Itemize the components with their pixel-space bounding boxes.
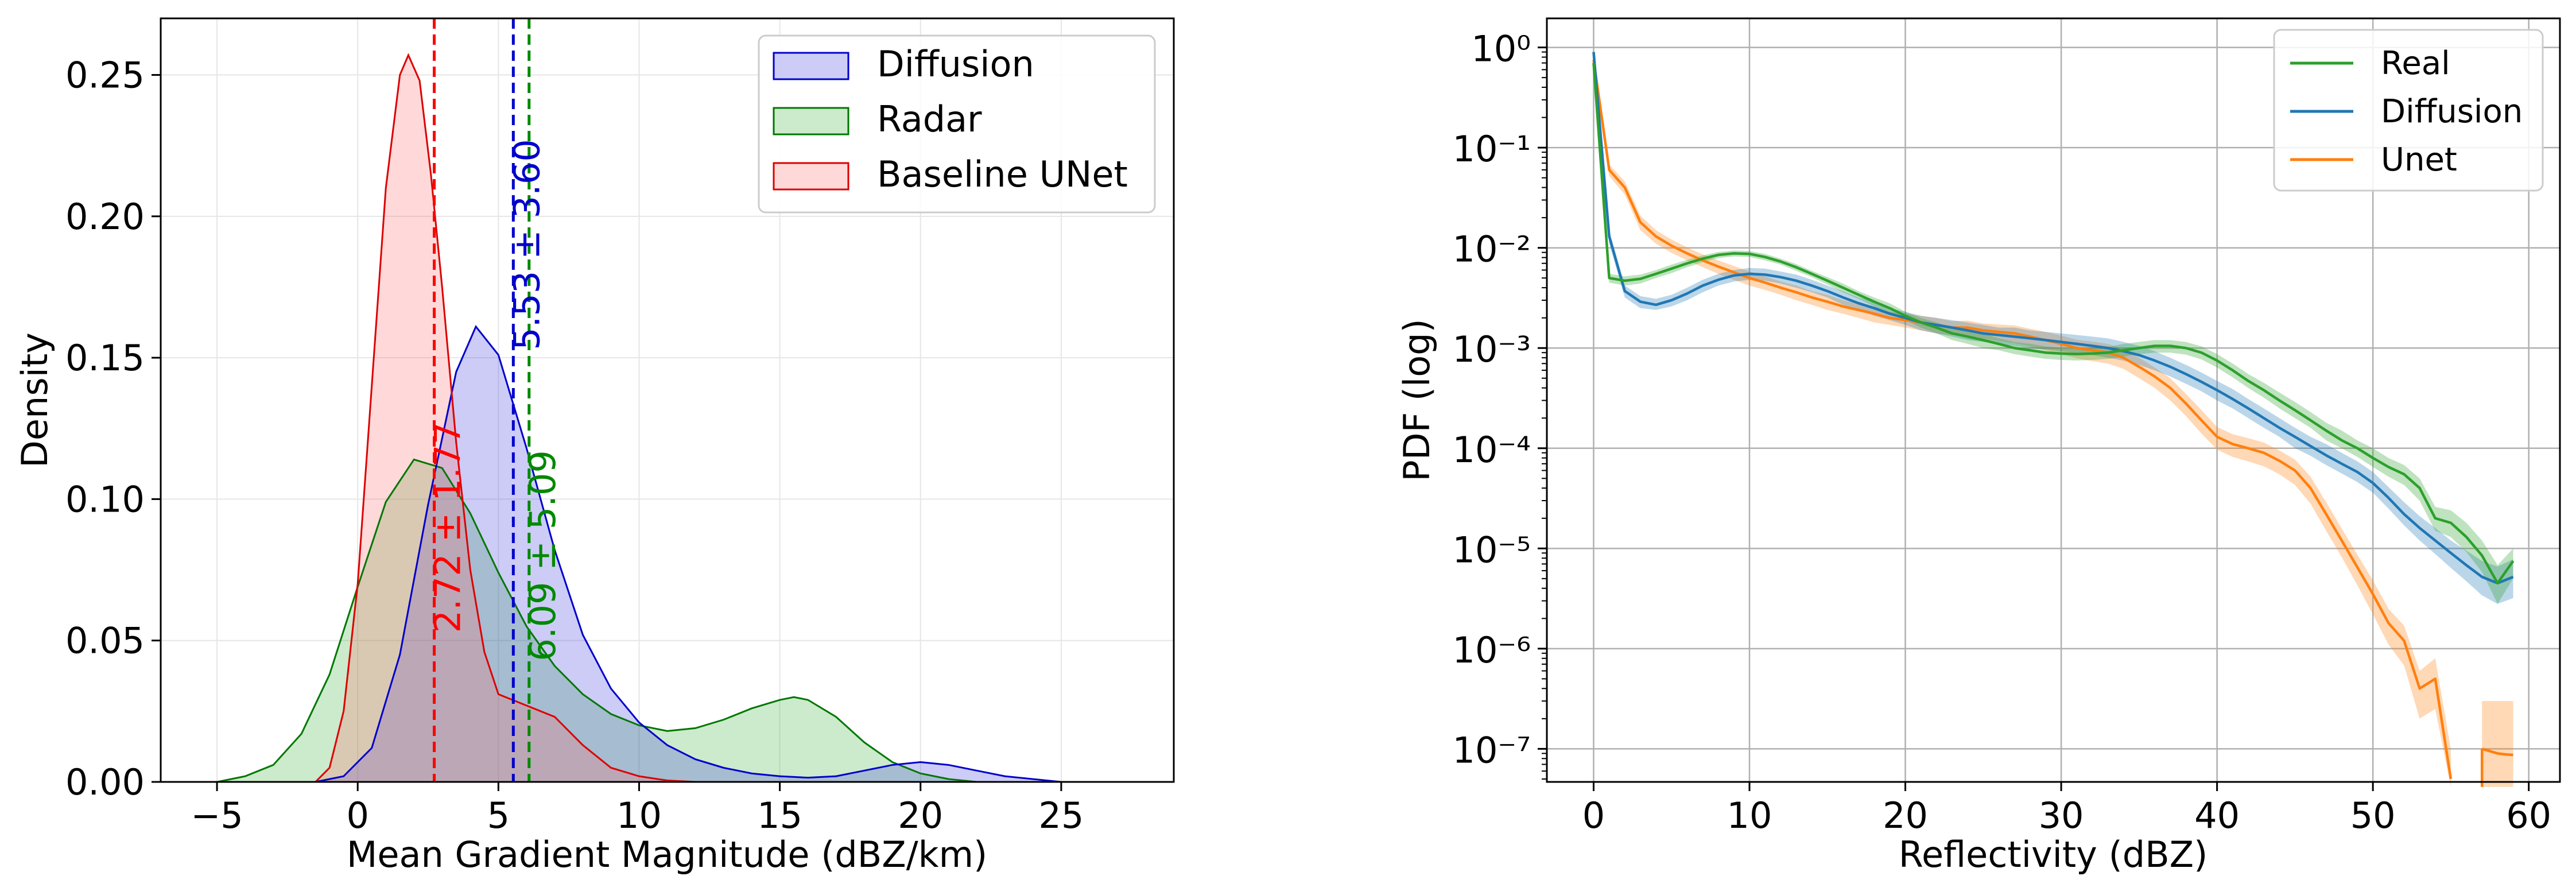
- right-grid: [1547, 18, 2560, 782]
- left-x-ticks: −5 0 5 10 15 20 25: [191, 782, 1084, 836]
- legend-label: Unet: [2381, 141, 2457, 179]
- density-line-diffusion: [315, 325, 1062, 783]
- left-x-tick-label: 20: [898, 795, 943, 836]
- left-x-tick-label: 10: [616, 795, 662, 836]
- right-y-ticks: 10⁰ 10⁻¹ 10⁻² 10⁻³ 10⁻⁴ 10⁻⁵ 10⁻⁶ 10⁻⁷: [1453, 28, 1547, 780]
- left-x-tick-label: 15: [757, 795, 802, 836]
- left-y-tick-label: 0.10: [65, 478, 145, 520]
- right-legend-box: [2273, 29, 2544, 192]
- left-legend-items: Diffusion Radar Baseline UNet: [773, 43, 1128, 195]
- line-diffusion: [1592, 52, 2514, 585]
- legend-label: Diffusion: [2381, 93, 2523, 130]
- right-legend: Real Diffusion Unet: [2273, 29, 2544, 192]
- left-x-tick-label: 25: [1038, 795, 1084, 836]
- left-density-areas: [216, 53, 1062, 783]
- legend-label: Diffusion: [877, 43, 1034, 85]
- right-x-tick-label: 60: [2506, 795, 2551, 836]
- left-y-tick-label: 0.00: [65, 761, 145, 803]
- left-mean-lines: [433, 18, 531, 782]
- density-area-radar: [217, 459, 977, 782]
- right-x-tick-label: 0: [1582, 795, 1605, 836]
- right-x-tick-label: 10: [1727, 795, 1772, 836]
- legend-label: Real: [2381, 45, 2450, 82]
- left-legend-box: [758, 34, 1156, 214]
- right-y-tick-label: 10⁻⁶: [1453, 629, 1531, 671]
- right-series-lines: [1592, 52, 2515, 787]
- right-x-tick-label: 30: [2039, 795, 2084, 836]
- density-line-radar: [216, 458, 977, 783]
- legend-label: Radar: [877, 98, 982, 140]
- mean-annotation: 6.09 ± 5.09: [522, 450, 564, 661]
- right-y-tick-label: 10⁻⁷: [1453, 729, 1531, 771]
- right-x-tick-label: 50: [2350, 795, 2396, 836]
- legend-swatch-radar: [773, 107, 849, 135]
- line-real: [1592, 63, 2515, 585]
- left-x-tick-label: 5: [487, 795, 510, 836]
- mean-annotation: 5.53 ± 3.60: [506, 139, 548, 350]
- right-y-axis-label: PDF (log): [1396, 319, 1438, 481]
- left-y-tick-label: 0.15: [65, 337, 145, 379]
- right-y-tick-label: 10⁻⁵: [1453, 529, 1531, 571]
- left-legend: Diffusion Radar Baseline UNet: [758, 34, 1156, 214]
- density-area-diffusion: [315, 326, 1061, 782]
- right-x-tick-label: 40: [2194, 795, 2240, 836]
- right-y-tick-label: 10⁻¹: [1453, 128, 1531, 170]
- line-tail-unet: [2480, 747, 2513, 787]
- mean-annotation: 2.72 ± 1.77: [427, 422, 469, 633]
- left-x-tick-label: −5: [191, 795, 243, 836]
- right-legend-items: Real Diffusion Unet: [2290, 45, 2523, 179]
- right-confidence-bands: [1593, 49, 2513, 787]
- right-y-tick-label: 10⁻²: [1453, 228, 1531, 270]
- left-y-tick-label: 0.20: [65, 196, 145, 238]
- right-y-tick-label: 10⁰: [1471, 28, 1531, 70]
- left-x-tick-label: 0: [346, 795, 368, 836]
- legend-label: Baseline UNet: [877, 153, 1128, 195]
- left-y-axis-label: Density: [14, 332, 56, 468]
- line-unet: [1592, 60, 2453, 780]
- legend-swatch-baseline-unet: [773, 162, 849, 191]
- left-plot-frame: [160, 17, 1175, 783]
- left-y-ticks: 0.00 0.05 0.10 0.15 0.20 0.25: [65, 55, 161, 803]
- pdf-chart: 0 10 20 30 40 50 60 10⁰ 10⁻¹ 10⁻² 10⁻³ 10⁻⁴ 10⁻⁵ 10⁻…: [1396, 17, 2561, 875]
- left-x-axis-label: Mean Gradient Magnitude (dBZ/km): [347, 834, 987, 875]
- legend-swatch-diffusion: [773, 52, 849, 80]
- right-x-axis-label: Reflectivity (dBZ): [1899, 834, 2208, 875]
- right-y-tick-label: 10⁻⁴: [1453, 429, 1531, 471]
- right-x-tick-label: 20: [1883, 795, 1928, 836]
- right-x-ticks: 0 10 20 30 40 50 60: [1582, 782, 2551, 836]
- density-chart: 2.72 ± 1.77 5.53 ± 3.60 6.09 ± 5.09 −5 0 5 10…: [14, 17, 1175, 875]
- band-tail-unet: [2482, 701, 2513, 787]
- density-line-baseline-unet: [315, 53, 696, 783]
- left-y-tick-label: 0.05: [65, 620, 145, 662]
- left-y-tick-label: 0.25: [65, 55, 145, 96]
- right-y-tick-label: 10⁻³: [1453, 328, 1531, 370]
- left-mean-annotations: 2.72 ± 1.77 5.53 ± 3.60 6.09 ± 5.09: [427, 139, 564, 661]
